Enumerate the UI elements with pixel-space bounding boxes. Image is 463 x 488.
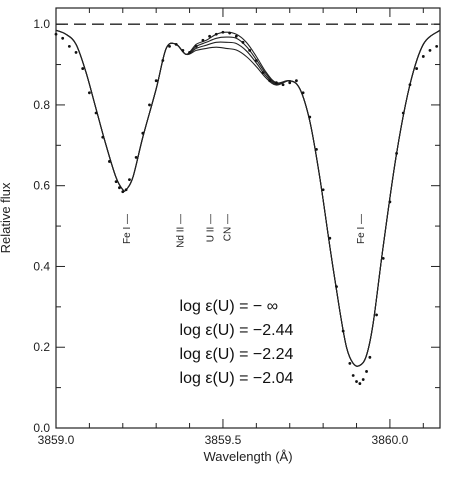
legend-entry: log ε(U) = − ∞ bbox=[180, 298, 279, 315]
observed-point bbox=[281, 83, 285, 87]
observed-point bbox=[201, 38, 205, 42]
observed-point bbox=[428, 49, 432, 52]
y-tick-label: 0.4 bbox=[33, 259, 50, 273]
observed-point bbox=[81, 67, 85, 70]
observed-point bbox=[348, 361, 352, 365]
x-axis-title: Wavelength (Å) bbox=[203, 449, 292, 464]
observed-point bbox=[395, 151, 398, 155]
line-id-label: Nd II — bbox=[176, 214, 187, 248]
observed-point bbox=[415, 67, 419, 70]
line-id-label: Fe I — bbox=[356, 214, 367, 244]
observed-point bbox=[358, 382, 362, 385]
x-tick-label: 3859.0 bbox=[38, 433, 75, 447]
observed-point bbox=[141, 131, 145, 135]
observed-point bbox=[221, 30, 225, 34]
observed-point bbox=[241, 40, 245, 44]
observed-point bbox=[375, 313, 378, 317]
observed-point bbox=[401, 111, 405, 115]
synthetic-spectrum-line-4 bbox=[55, 29, 441, 367]
observed-point bbox=[101, 135, 105, 139]
y-tick-label: 0.0 bbox=[33, 421, 50, 435]
y-axis-title: Relative flux bbox=[0, 182, 13, 253]
observed-point bbox=[328, 236, 332, 240]
observed-point bbox=[108, 160, 111, 163]
observed-point bbox=[355, 380, 358, 383]
observed-point bbox=[134, 156, 138, 159]
observed-point bbox=[208, 34, 212, 38]
observed-point bbox=[248, 49, 252, 52]
legend-entry: log ε(U) = −2.24 bbox=[180, 346, 294, 363]
observed-point bbox=[308, 115, 312, 119]
observed-point bbox=[234, 34, 238, 38]
observed-point bbox=[161, 59, 165, 62]
y-tick-label: 1.0 bbox=[33, 17, 50, 31]
x-tick-label: 3859.5 bbox=[205, 433, 242, 447]
synthetic-spectrum-line-1 bbox=[55, 29, 441, 367]
line-identification-layer: Fe I — Nd II — U II — CN — Fe I — bbox=[122, 214, 367, 248]
observed-point bbox=[381, 256, 385, 260]
observed-point bbox=[128, 178, 131, 182]
observed-point bbox=[154, 79, 158, 83]
observed-point bbox=[188, 51, 191, 54]
y-tick-label: 0.6 bbox=[33, 179, 50, 193]
observed-point bbox=[254, 59, 258, 62]
observed-point bbox=[181, 49, 185, 52]
observed-point bbox=[268, 79, 272, 83]
line-id-label: CN — bbox=[222, 214, 233, 241]
observed-point bbox=[121, 190, 125, 194]
observed-point bbox=[87, 91, 91, 95]
observed-point bbox=[67, 44, 71, 48]
observed-point bbox=[295, 79, 298, 83]
observed-point bbox=[168, 44, 171, 48]
observed-point bbox=[228, 31, 232, 35]
x-tick-label: 3860.0 bbox=[372, 433, 409, 447]
observed-point bbox=[214, 32, 218, 36]
legend-entry: log ε(U) = −2.44 bbox=[180, 322, 294, 339]
observed-point bbox=[335, 285, 338, 289]
observed-point bbox=[321, 188, 325, 192]
observed-point bbox=[74, 51, 78, 54]
observed-point bbox=[288, 81, 292, 85]
observed-point bbox=[148, 103, 151, 107]
legend: log ε(U) = − ∞ log ε(U) = −2.44 log ε(U) =… bbox=[180, 298, 294, 387]
ticks-layer bbox=[55, 8, 440, 429]
observed-point bbox=[194, 44, 198, 48]
observed-point bbox=[174, 42, 178, 46]
observed-point bbox=[365, 370, 368, 373]
observed-point bbox=[408, 83, 412, 87]
observed-point bbox=[118, 186, 121, 190]
observed-point bbox=[54, 32, 58, 36]
observed-point bbox=[114, 180, 118, 184]
tick-labels-layer: 0.0 0.2 0.4 0.6 0.8 1.0 3859.0 3859.5 3860.0 bbox=[33, 17, 408, 447]
series-layer bbox=[54, 29, 441, 385]
observed-point bbox=[315, 147, 318, 151]
observed-point bbox=[435, 44, 439, 48]
observed-point bbox=[261, 71, 265, 75]
observed-point bbox=[351, 374, 355, 377]
observed-point bbox=[368, 355, 372, 359]
legend-entry: log ε(U) = −2.04 bbox=[180, 370, 294, 387]
plot-frame bbox=[55, 7, 441, 429]
y-tick-label: 0.2 bbox=[33, 340, 50, 354]
y-tick-label: 0.8 bbox=[33, 98, 50, 112]
observed-point bbox=[61, 36, 65, 40]
observed-point bbox=[421, 55, 425, 58]
observed-point bbox=[388, 200, 392, 204]
line-id-label: Fe I — bbox=[122, 214, 133, 244]
line-id-label: U II — bbox=[206, 214, 217, 242]
synthetic-spectrum-line-3 bbox=[55, 29, 441, 367]
observed-point bbox=[274, 81, 278, 85]
observed-point bbox=[361, 378, 365, 381]
observed-point bbox=[124, 188, 128, 192]
observed-point bbox=[301, 91, 305, 95]
observed-point bbox=[341, 329, 345, 333]
observed-point bbox=[94, 111, 98, 115]
synthetic-spectrum-line-2 bbox=[55, 29, 441, 367]
